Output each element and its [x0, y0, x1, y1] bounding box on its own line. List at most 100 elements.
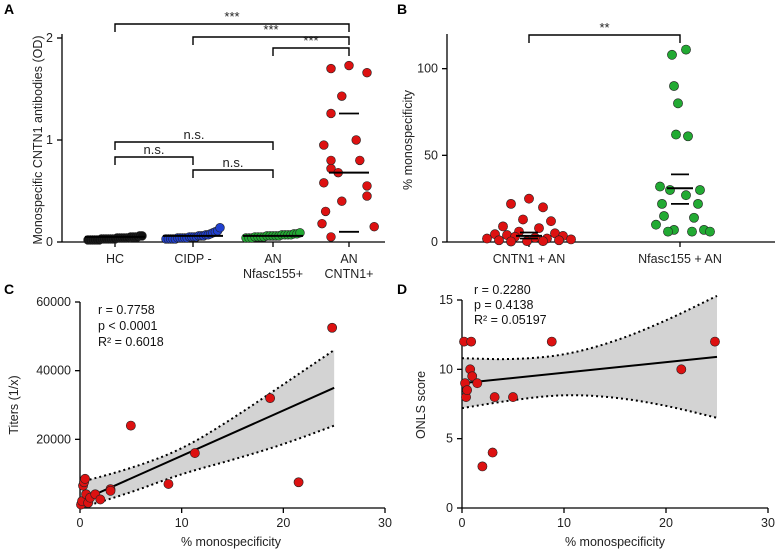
panel-b-point	[518, 214, 528, 225]
panel-d-point	[710, 336, 720, 347]
panel-c-x-tick-label: 10	[175, 516, 189, 530]
panel-c-point	[189, 448, 200, 458]
panel-c-point	[105, 485, 116, 496]
panel-c-point	[80, 473, 90, 484]
panel-a-y-tick-label: 1	[46, 133, 53, 147]
panel-b-x-tick-label: Nfasc155 + AN	[638, 252, 722, 266]
panel-a-point	[351, 135, 361, 145]
panel-b-point	[534, 223, 544, 234]
panel-d-stat-r2: R² = 0.05197	[474, 313, 547, 327]
panel-d-point	[487, 447, 498, 458]
panel-d-point	[462, 385, 472, 396]
panel-b-point	[681, 190, 691, 201]
panel-d-label: D	[397, 281, 407, 297]
panel-d-point	[467, 371, 478, 382]
panel-b-y-tick-label: 100	[417, 62, 438, 76]
panel-c-band-upper	[79, 349, 335, 484]
panel-a-point	[326, 108, 336, 119]
panel-b-point	[554, 235, 564, 246]
panel-c-point	[163, 479, 174, 489]
panel-b-x-tick-label: CNTN1 + AN	[493, 252, 566, 266]
panel-c-y-tick-label: 60000	[36, 295, 71, 309]
panel-b-point	[506, 198, 516, 209]
panel-a-point	[344, 60, 354, 71]
panel-c-band-lower	[79, 424, 335, 509]
panel-c-point	[95, 494, 106, 505]
panel-a-point	[137, 231, 147, 241]
panel-a-point	[320, 206, 331, 217]
panel-b-point	[498, 221, 508, 232]
panel-c-x-tick-label: 20	[276, 516, 290, 530]
panel-a-bracket	[114, 141, 274, 150]
panel-a-x-tick-label: Nfasc155+	[243, 267, 303, 281]
panel-b-point	[546, 216, 556, 227]
panel-a-point	[326, 155, 336, 166]
panel-a-point	[317, 218, 327, 229]
panel-d-x-tick-label: 20	[659, 516, 673, 530]
panel-d-x-tick-label: 0	[459, 516, 466, 530]
panel-b-point	[659, 211, 669, 221]
panel-c-stat-p: p < 0.0001	[98, 319, 157, 333]
panel-d-band-lower	[461, 394, 718, 419]
panel-a-point	[362, 191, 372, 201]
panel-a-point	[326, 63, 336, 74]
panel-d-stat-p: p = 0.4138	[474, 298, 533, 312]
panel-a-point	[362, 181, 372, 191]
panel-b-y-label: % monospecificity	[401, 89, 415, 190]
panel-a-bracket-label: ***	[303, 33, 318, 48]
panel-b-point	[657, 198, 667, 209]
panel-a-x-tick-label: AN	[340, 252, 357, 266]
panel-d-y-tick-label: 10	[439, 362, 453, 376]
panel-b-point	[681, 44, 691, 55]
panel-c-point	[125, 420, 136, 431]
panel-a-bracket	[272, 47, 350, 56]
panel-a-point	[337, 91, 347, 101]
panel-d: D ONLS score % monospecificity r = 0.228…	[397, 281, 775, 549]
panel-c-y-label: Titers (1/x)	[7, 375, 21, 434]
panel-b-point	[683, 131, 693, 142]
panel-b-point	[494, 235, 504, 246]
panel-a-point	[337, 196, 347, 206]
panel-d-point	[472, 378, 483, 389]
panel-a-x-tick-label: HC	[106, 252, 124, 266]
panel-d-point	[489, 392, 500, 402]
panel-d-x-tick-label: 30	[761, 516, 775, 530]
panel-b-point	[651, 219, 661, 230]
panel-b-point	[705, 226, 715, 237]
panel-a-point	[215, 223, 225, 233]
panel-d-x-tick-label: 10	[557, 516, 571, 530]
panel-d-point	[676, 364, 687, 375]
panel-d-band-upper	[461, 294, 718, 361]
panel-b-point	[671, 129, 681, 140]
panel-d-point	[508, 392, 518, 402]
panel-b-point	[689, 212, 699, 223]
panel-a-bracket-label: ***	[224, 9, 239, 24]
panel-c-x-tick-label: 0	[77, 516, 84, 530]
panel-a-point	[355, 155, 365, 166]
panel-b-point	[673, 98, 683, 109]
panel-c-y-tick-label: 20000	[36, 432, 71, 446]
panel-a-bracket	[192, 169, 274, 178]
panel-d-y-tick-label: 0	[446, 501, 453, 515]
panel-b-point	[695, 185, 705, 195]
panel-c-stat-r2: R² = 0.6018	[98, 335, 164, 349]
panel-b: B % monospecificity 0 50 100 CNTN1 + AN Nfas…	[397, 1, 775, 266]
panel-b-point	[669, 81, 679, 91]
panel-c: C Titers (1/x) % monospecificity r = 0.7…	[4, 281, 392, 549]
panel-d-point	[466, 336, 477, 347]
panel-b-point	[506, 236, 516, 247]
panel-b-y-tick-label: 50	[424, 148, 438, 162]
panel-a-y-label: Monospecific CNTN1 antibodies (OD)	[31, 35, 45, 244]
panel-b-point	[566, 234, 576, 245]
panel-a-label: A	[4, 1, 14, 17]
panel-a-y-tick-label: 0	[46, 235, 53, 249]
panel-c-y-tick-label: 40000	[36, 364, 71, 378]
panel-a-x-tick-label: CIDP -	[174, 252, 211, 266]
panel-c-point	[327, 322, 338, 333]
panel-b-y-tick-label: 0	[431, 235, 438, 249]
panel-c-confidence-band	[80, 350, 335, 508]
panel-d-y-label: ONLS score	[414, 371, 428, 439]
panel-a-point	[319, 178, 329, 188]
panel-b-point	[663, 226, 673, 237]
